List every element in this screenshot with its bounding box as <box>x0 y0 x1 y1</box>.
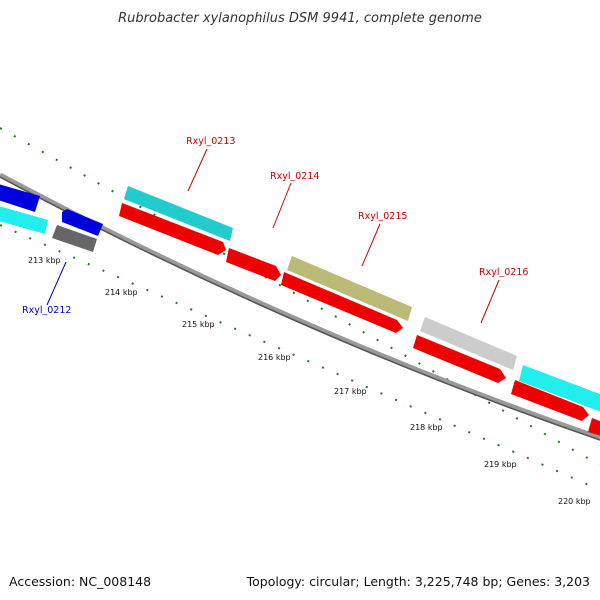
tick-label: 214 kbp <box>105 288 138 297</box>
gene-arrow[interactable] <box>588 418 600 437</box>
gene-label[interactable]: Rxyl_0214 <box>270 171 319 182</box>
gene-arrow[interactable] <box>420 317 517 370</box>
gene-arrow[interactable] <box>124 186 233 241</box>
gene-arrow[interactable] <box>62 209 103 236</box>
gene-label[interactable]: Rxyl_0213 <box>186 136 235 147</box>
gene-arrow[interactable] <box>0 205 48 234</box>
tick-labels: 213 kbp 214 kbp 215 kbp 216 kbp 217 kbp … <box>28 256 591 506</box>
tick-label: 213 kbp <box>28 256 61 265</box>
gene-arrow[interactable] <box>52 225 97 252</box>
gene-label[interactable]: Rxyl_0215 <box>358 211 407 222</box>
tick-label: 219 kbp <box>484 460 517 469</box>
gene-label[interactable]: Rxyl_0216 <box>479 267 528 278</box>
gene-arrow[interactable] <box>0 183 40 212</box>
backbone <box>0 172 600 441</box>
gene-arrow[interactable] <box>413 335 506 383</box>
gene-arrow[interactable] <box>287 256 412 321</box>
gene-features <box>0 183 600 437</box>
gene-arrow[interactable] <box>519 365 600 412</box>
tick-label: 215 kbp <box>182 320 215 329</box>
tick-label: 217 kbp <box>334 387 367 396</box>
gene-arrow[interactable] <box>281 272 403 333</box>
tick-label: 218 kbp <box>410 423 443 432</box>
gene-arrow[interactable] <box>119 203 226 255</box>
tick-label: 216 kbp <box>258 353 291 362</box>
gene-labels: Rxyl_0212 Rxyl_0213 Rxyl_0214 Rxyl_0215 … <box>22 136 528 324</box>
map-title: Rubrobacter xylanophilus DSM 9941, compl… <box>118 11 482 26</box>
summary-text: Topology: circular; Length: 3,225,748 bp… <box>246 574 590 589</box>
accession-text: Accession: NC_008148 <box>9 574 151 589</box>
tick-label: 220 kbp <box>558 497 591 506</box>
gene-label[interactable]: Rxyl_0212 <box>22 305 71 316</box>
gene-arrow[interactable] <box>511 380 589 421</box>
gene-arrow[interactable] <box>226 248 281 281</box>
